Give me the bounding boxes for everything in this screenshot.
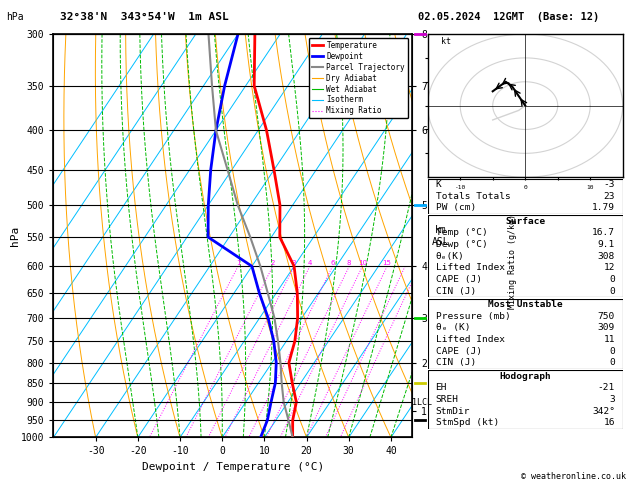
Text: SREH: SREH xyxy=(435,395,459,404)
Text: PW (cm): PW (cm) xyxy=(435,204,476,212)
Text: StmSpd (kt): StmSpd (kt) xyxy=(435,418,499,427)
Text: 11: 11 xyxy=(603,335,615,344)
Text: 1: 1 xyxy=(236,260,240,266)
Text: K: K xyxy=(435,180,442,189)
Legend: Temperature, Dewpoint, Parcel Trajectory, Dry Adiabat, Wet Adiabat, Isotherm, Mi: Temperature, Dewpoint, Parcel Trajectory… xyxy=(309,38,408,119)
Text: 0: 0 xyxy=(609,347,615,356)
Text: 0: 0 xyxy=(609,287,615,296)
Text: 3: 3 xyxy=(292,260,296,266)
Text: 16.7: 16.7 xyxy=(592,228,615,237)
Text: kt: kt xyxy=(441,36,451,46)
Text: 4: 4 xyxy=(308,260,312,266)
Text: 342°: 342° xyxy=(592,407,615,416)
Text: 1.79: 1.79 xyxy=(592,204,615,212)
Text: CIN (J): CIN (J) xyxy=(435,287,476,296)
Text: 309: 309 xyxy=(598,323,615,332)
Text: CIN (J): CIN (J) xyxy=(435,358,476,367)
Text: hPa: hPa xyxy=(6,12,24,22)
Text: 9.1: 9.1 xyxy=(598,240,615,249)
Text: θₑ (K): θₑ (K) xyxy=(435,323,470,332)
Text: StmDir: StmDir xyxy=(435,407,470,416)
Text: 12: 12 xyxy=(603,263,615,272)
Text: Lifted Index: Lifted Index xyxy=(435,263,504,272)
Text: 0: 0 xyxy=(609,358,615,367)
Text: Pressure (mb): Pressure (mb) xyxy=(435,312,510,321)
Text: -21: -21 xyxy=(598,383,615,392)
Text: 10: 10 xyxy=(358,260,367,266)
Text: 32°38'N  343°54'W  1m ASL: 32°38'N 343°54'W 1m ASL xyxy=(60,12,228,22)
Text: 16: 16 xyxy=(603,418,615,427)
Text: 3: 3 xyxy=(609,395,615,404)
Text: 6: 6 xyxy=(330,260,335,266)
Text: Temp (°C): Temp (°C) xyxy=(435,228,487,237)
Text: Dewp (°C): Dewp (°C) xyxy=(435,240,487,249)
Y-axis label: km
ASL: km ASL xyxy=(432,225,450,246)
Text: CAPE (J): CAPE (J) xyxy=(435,347,482,356)
Text: 02.05.2024  12GMT  (Base: 12): 02.05.2024 12GMT (Base: 12) xyxy=(418,12,599,22)
X-axis label: Dewpoint / Temperature (°C): Dewpoint / Temperature (°C) xyxy=(142,462,324,472)
Text: 15: 15 xyxy=(382,260,391,266)
Text: Most Unstable: Most Unstable xyxy=(488,300,562,309)
Text: Totals Totals: Totals Totals xyxy=(435,191,510,201)
Text: Mixing Ratio (g/kg): Mixing Ratio (g/kg) xyxy=(508,214,517,309)
Text: CAPE (J): CAPE (J) xyxy=(435,275,482,284)
Text: Lifted Index: Lifted Index xyxy=(435,335,504,344)
Y-axis label: hPa: hPa xyxy=(9,226,19,246)
Text: Surface: Surface xyxy=(505,217,545,226)
Text: 2: 2 xyxy=(270,260,275,266)
Text: 750: 750 xyxy=(598,312,615,321)
Text: -3: -3 xyxy=(603,180,615,189)
Text: © weatheronline.co.uk: © weatheronline.co.uk xyxy=(521,472,626,481)
Text: 0: 0 xyxy=(609,275,615,284)
Text: 8: 8 xyxy=(347,260,352,266)
Text: EH: EH xyxy=(435,383,447,392)
Text: θₑ(K): θₑ(K) xyxy=(435,252,464,260)
Text: 308: 308 xyxy=(598,252,615,260)
Text: 1LCL: 1LCL xyxy=(412,398,432,407)
Text: Hodograph: Hodograph xyxy=(499,371,551,381)
Text: 23: 23 xyxy=(603,191,615,201)
